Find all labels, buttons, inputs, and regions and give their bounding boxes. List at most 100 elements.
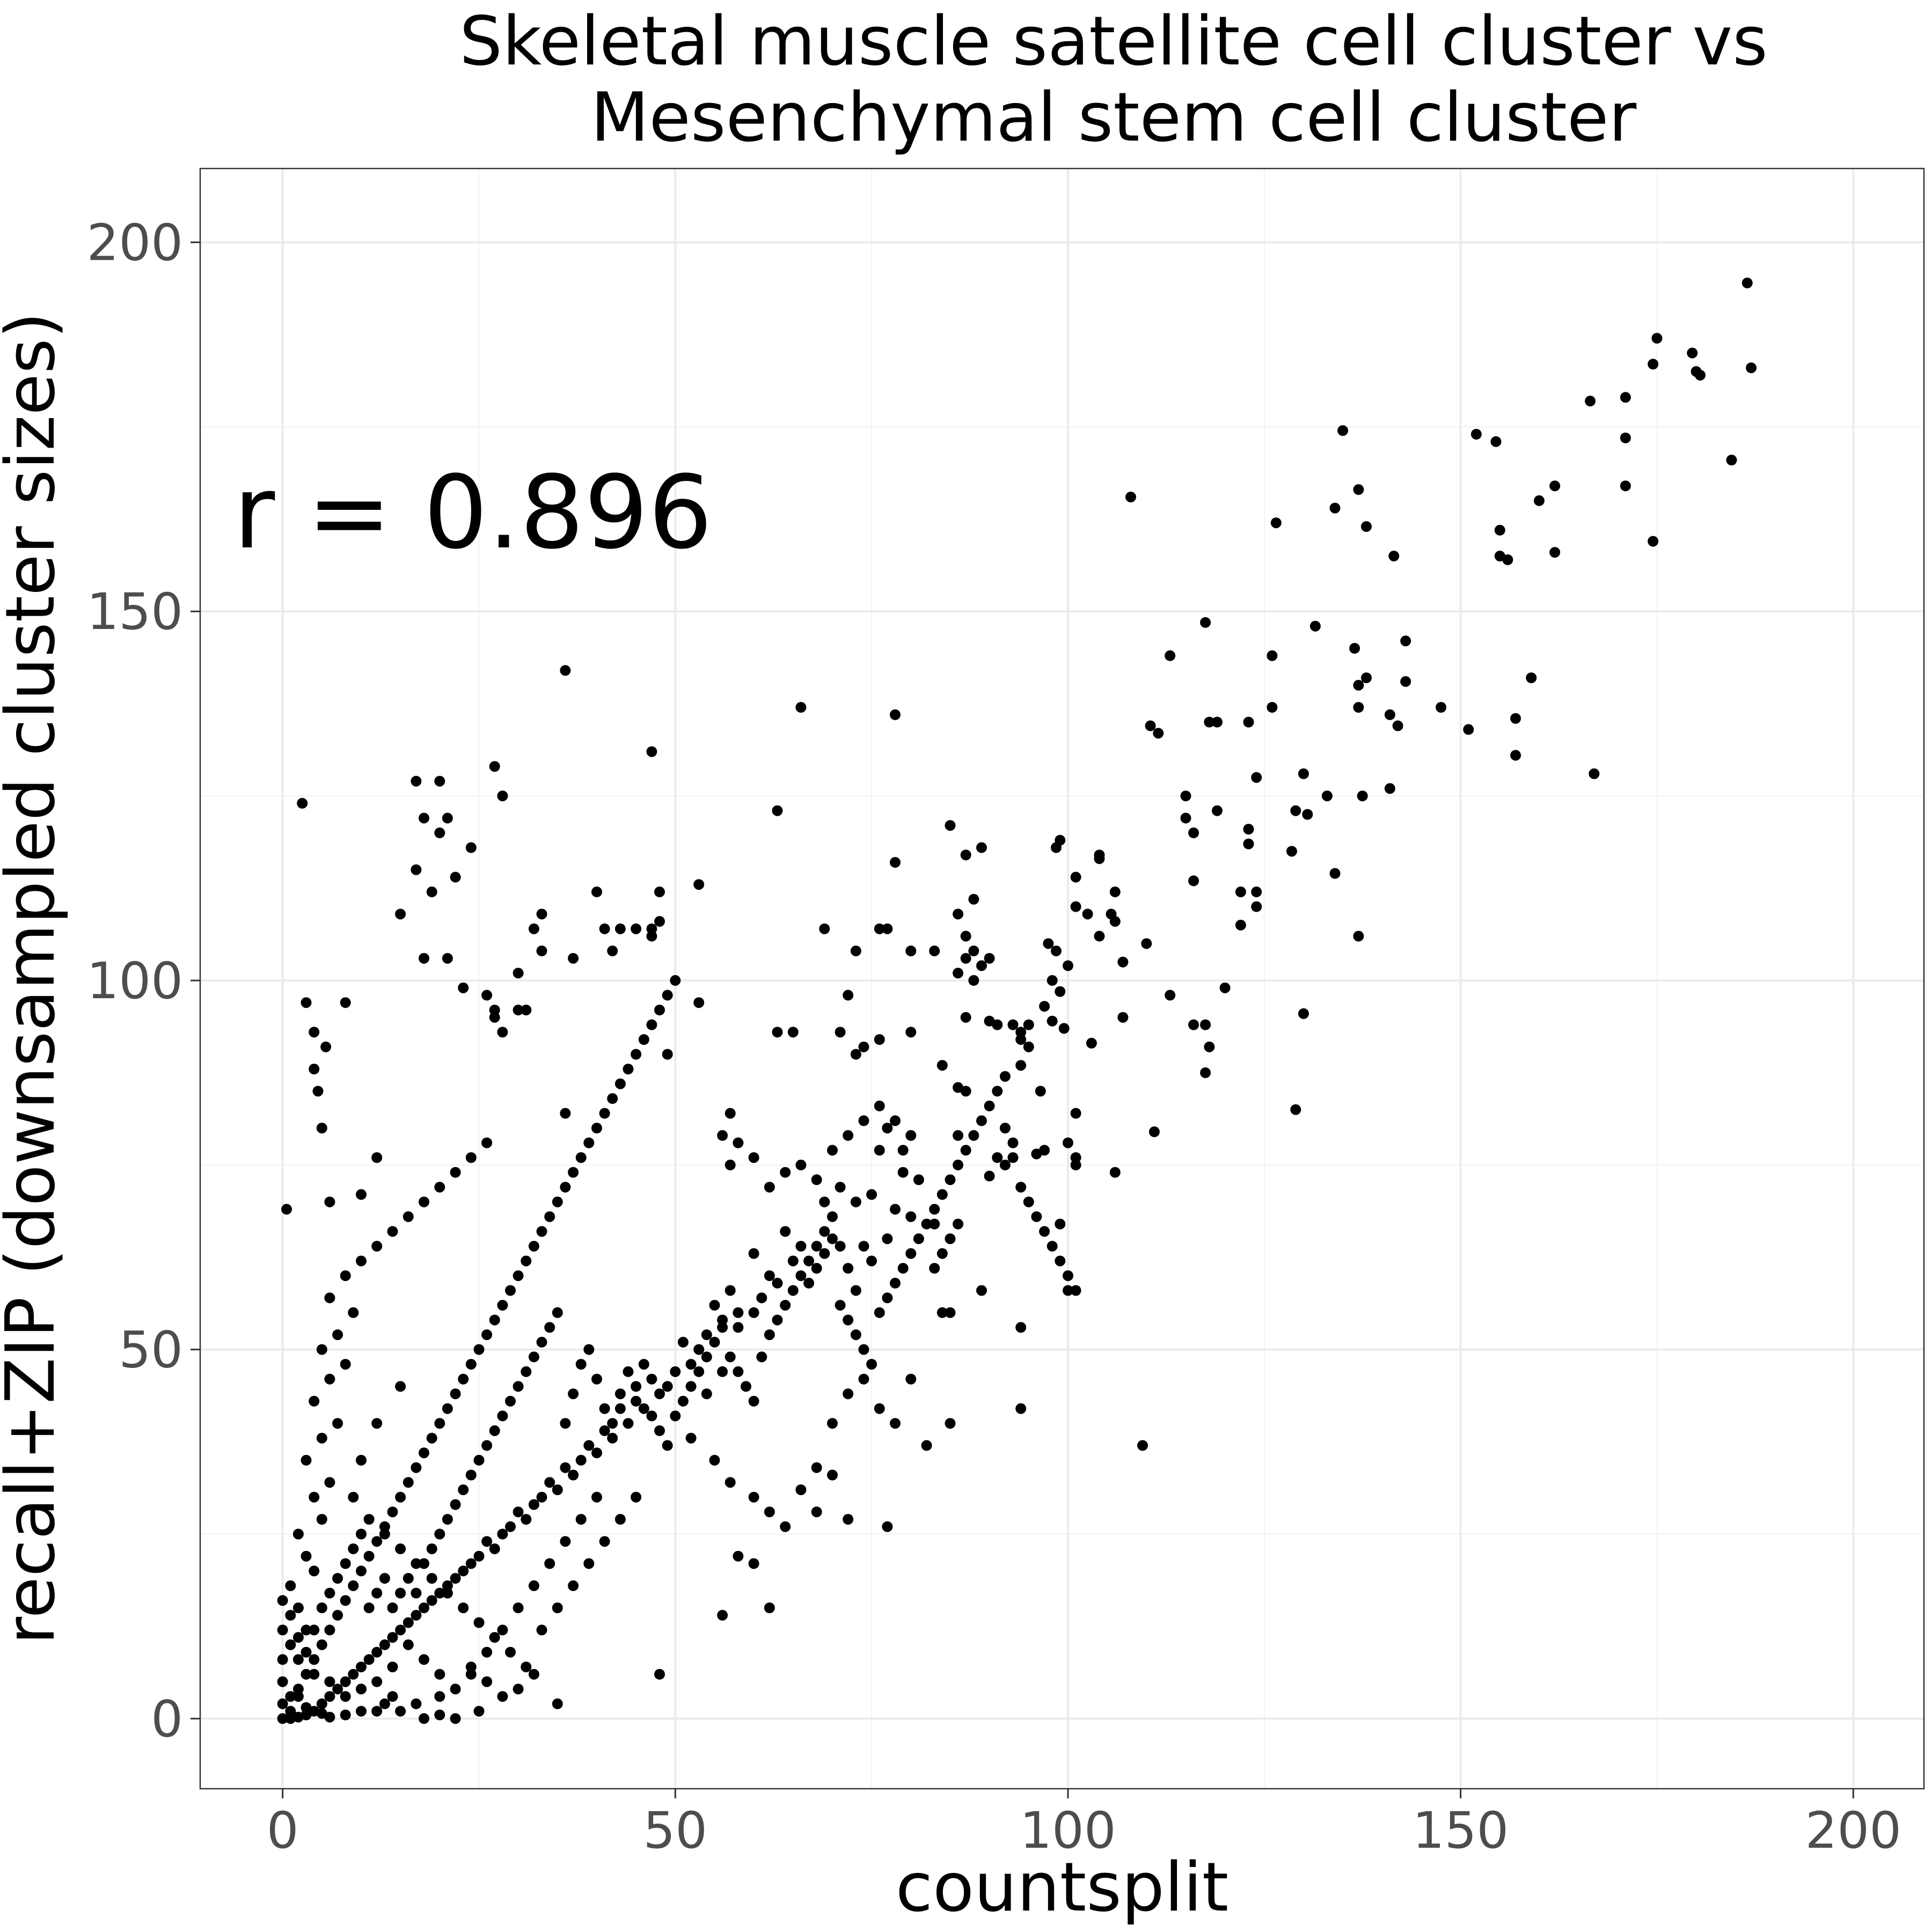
- data-point: [992, 1019, 1003, 1030]
- data-point: [481, 1676, 493, 1687]
- data-point: [505, 1395, 516, 1407]
- data-point: [1070, 1152, 1081, 1163]
- data-point: [670, 975, 681, 986]
- data-point: [450, 1573, 461, 1584]
- data-point: [1353, 931, 1364, 942]
- data-point: [1549, 547, 1561, 558]
- data-point: [1031, 1211, 1042, 1223]
- data-point: [1392, 720, 1403, 731]
- data-point: [921, 1218, 932, 1230]
- data-point: [724, 1285, 736, 1296]
- data-point: [591, 886, 602, 897]
- data-point: [874, 1403, 885, 1414]
- data-point: [426, 1432, 437, 1444]
- data-point: [434, 1691, 445, 1702]
- data-point: [583, 1440, 595, 1451]
- data-point: [1046, 1015, 1058, 1027]
- data-point: [960, 953, 971, 964]
- data-point: [960, 1012, 971, 1023]
- data-point: [513, 968, 524, 979]
- data-point: [631, 1049, 642, 1060]
- data-point: [402, 1211, 414, 1223]
- data-point: [411, 1698, 422, 1709]
- data-point: [363, 1654, 375, 1665]
- data-point: [301, 1550, 312, 1562]
- data-point: [890, 1204, 901, 1215]
- data-point: [843, 1314, 854, 1326]
- data-point: [741, 1381, 751, 1392]
- data-point: [748, 1395, 759, 1407]
- chart-title-line-2: Mesenchymal stem cell cluster: [591, 78, 1637, 157]
- data-point: [623, 1064, 634, 1074]
- data-point: [332, 1329, 343, 1341]
- data-point: [568, 953, 579, 964]
- data-point: [497, 1691, 508, 1702]
- data-point: [1549, 480, 1561, 492]
- data-point: [811, 1241, 822, 1252]
- data-point: [701, 1329, 712, 1341]
- data-point: [882, 1292, 893, 1304]
- data-point: [309, 1624, 320, 1636]
- data-point: [426, 1595, 437, 1606]
- data-point: [913, 1233, 924, 1245]
- data-point: [292, 1691, 304, 1702]
- data-point: [811, 1263, 822, 1274]
- data-point: [356, 1255, 367, 1267]
- data-point: [552, 1602, 563, 1613]
- data-point: [685, 1359, 697, 1370]
- data-point: [1188, 827, 1199, 838]
- data-point: [277, 1676, 288, 1687]
- data-point: [505, 1285, 516, 1296]
- data-point: [1082, 909, 1093, 920]
- data-point: [544, 1322, 555, 1333]
- data-point: [1063, 960, 1073, 971]
- data-point: [277, 1698, 288, 1709]
- data-point: [693, 1344, 705, 1355]
- data-point: [662, 1049, 673, 1060]
- data-point: [497, 1528, 508, 1540]
- data-points: [277, 277, 1757, 1724]
- data-point: [772, 805, 783, 816]
- data-point: [1494, 551, 1505, 562]
- data-point: [1070, 1159, 1081, 1170]
- data-point: [513, 1602, 524, 1613]
- data-point: [575, 1359, 587, 1370]
- data-point: [1695, 370, 1706, 381]
- data-point: [662, 1440, 673, 1451]
- data-point: [1125, 492, 1136, 503]
- data-point: [568, 1469, 579, 1481]
- data-point: [1031, 1148, 1042, 1160]
- data-point: [874, 1100, 885, 1111]
- y-tick-label: 0: [151, 1690, 183, 1748]
- data-point: [1204, 716, 1215, 728]
- data-point: [764, 1182, 775, 1193]
- data-point: [960, 1086, 971, 1097]
- data-point: [450, 1167, 461, 1178]
- data-point: [402, 1573, 414, 1584]
- data-point: [309, 1565, 320, 1577]
- data-point: [772, 1277, 783, 1289]
- data-point: [568, 1580, 579, 1591]
- data-point: [1290, 1104, 1301, 1115]
- data-point: [285, 1713, 296, 1724]
- data-point: [458, 1565, 469, 1577]
- data-point: [434, 1587, 445, 1599]
- data-point: [858, 1115, 869, 1126]
- data-point: [316, 1698, 327, 1709]
- data-point: [976, 1115, 987, 1126]
- data-point: [905, 1130, 917, 1141]
- data-point: [1055, 986, 1066, 997]
- data-point: [1490, 436, 1502, 447]
- data-point: [945, 1174, 956, 1185]
- data-point: [379, 1698, 390, 1709]
- plot-panel-border: [199, 167, 1925, 1790]
- data-point: [795, 1159, 807, 1170]
- data-point: [591, 1491, 602, 1503]
- data-point: [646, 1410, 657, 1422]
- data-point: [764, 1602, 775, 1613]
- data-point: [513, 1684, 524, 1695]
- data-point: [458, 1602, 469, 1613]
- data-point: [285, 1580, 296, 1591]
- data-point: [387, 1602, 398, 1613]
- y-axis-ticks: 0 50 100 150 200: [87, 214, 200, 1748]
